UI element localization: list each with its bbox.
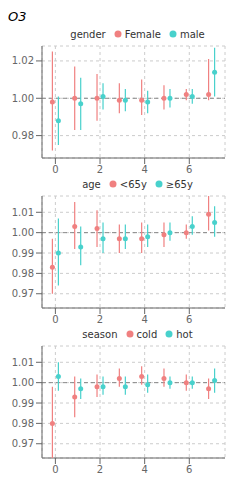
svg-text:4: 4: [141, 464, 147, 475]
svg-text:0.99: 0.99: [12, 248, 34, 259]
html-text:male: male: [179, 28, 205, 40]
html-text:hot: hot: [176, 328, 193, 340]
html-text:cold: cold: [136, 328, 158, 340]
svg-text:0.98: 0.98: [12, 130, 34, 141]
svg-text:0.98: 0.98: [12, 418, 34, 429]
svg-text:1.00: 1.00: [12, 93, 34, 104]
svg-text:4: 4: [141, 314, 147, 325]
svg-text:2: 2: [97, 464, 103, 475]
svg-text:1.02: 1.02: [12, 55, 34, 66]
svg-text:1.00: 1.00: [12, 377, 34, 388]
html-text:<65y: <65y: [119, 178, 147, 190]
svg-text:0.98: 0.98: [12, 268, 34, 279]
svg-text:0: 0: [52, 164, 58, 175]
svg-text:4: 4: [141, 164, 147, 175]
svg-text:6: 6: [186, 314, 192, 325]
html-text:O3: O3: [8, 9, 27, 24]
svg-text:1.01: 1.01: [12, 357, 34, 368]
html-text:Female: Female: [124, 28, 161, 40]
svg-text:2: 2: [97, 314, 103, 325]
svg-text:0.97: 0.97: [12, 288, 34, 299]
svg-text:0.99: 0.99: [12, 398, 34, 409]
html-text:season: season: [82, 328, 118, 340]
html-text:gender: gender: [70, 28, 106, 40]
svg-text:6: 6: [186, 164, 192, 175]
html-text:age: age: [82, 178, 101, 190]
svg-text:0: 0: [52, 314, 58, 325]
svg-text:1.00: 1.00: [12, 227, 34, 238]
html-text:≥65y: ≥65y: [165, 178, 193, 190]
svg-text:0: 0: [52, 464, 58, 475]
svg-text:6: 6: [186, 464, 192, 475]
svg-text:2: 2: [97, 164, 103, 175]
svg-text:0.97: 0.97: [12, 438, 34, 449]
svg-text:1.01: 1.01: [12, 207, 34, 218]
